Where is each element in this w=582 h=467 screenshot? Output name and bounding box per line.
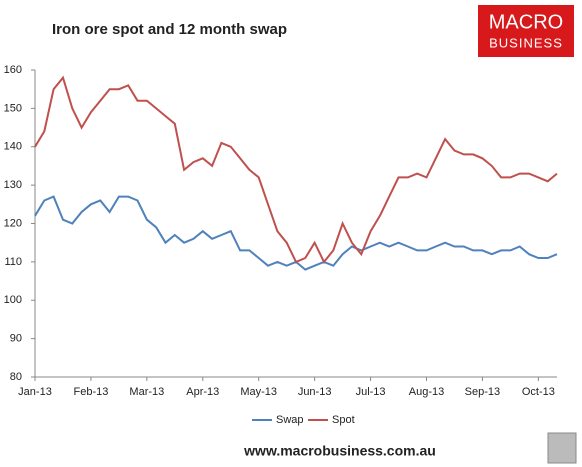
y-tick-label: 130 <box>4 179 22 191</box>
x-tick-label: Mar-13 <box>129 386 164 398</box>
x-tick-label: Apr-13 <box>186 386 219 398</box>
chart-title: Iron ore spot and 12 month swap <box>52 21 287 38</box>
footer-url: www.macrobusiness.com.au <box>243 443 436 459</box>
logo-text: MACRO <box>489 11 563 33</box>
y-tick-label: 140 <box>4 141 22 153</box>
y-tick-label: 80 <box>10 371 22 383</box>
x-tick-label: Aug-13 <box>409 386 444 398</box>
y-tick-label: 110 <box>4 256 22 268</box>
legend-label: Swap <box>276 414 304 426</box>
logo-text: BUSINESS <box>489 35 563 50</box>
y-tick-label: 120 <box>4 217 22 229</box>
x-tick-label: Sep-13 <box>465 386 500 398</box>
x-tick-label: Jul-13 <box>356 386 386 398</box>
y-tick-label: 90 <box>10 333 22 345</box>
wolf-icon <box>547 432 577 464</box>
y-tick-label: 100 <box>4 294 22 306</box>
logo-box <box>478 5 574 57</box>
legend-label: Spot <box>332 414 355 426</box>
series-line <box>34 195 558 271</box>
x-tick-label: Oct-13 <box>522 386 555 398</box>
series-line <box>34 75 558 264</box>
x-tick-label: Jan-13 <box>18 386 52 398</box>
y-tick-label: 150 <box>4 102 22 114</box>
x-tick-label: Feb-13 <box>73 386 108 398</box>
y-tick-label: 160 <box>4 64 22 76</box>
x-tick-label: May-13 <box>240 386 277 398</box>
x-tick-label: Jun-13 <box>298 386 332 398</box>
logo: MACRO BUSINESS <box>478 5 574 57</box>
